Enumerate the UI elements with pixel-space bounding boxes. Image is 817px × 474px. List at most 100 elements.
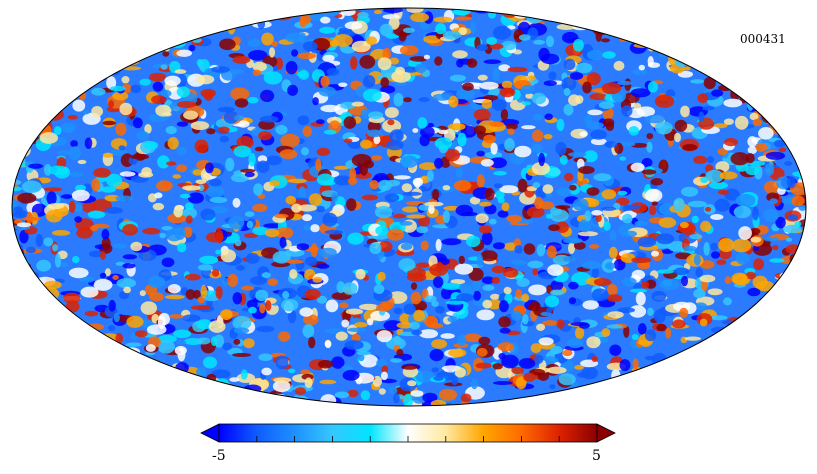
fluctuation-spot <box>410 390 424 397</box>
fluctuation-spot <box>754 380 772 394</box>
fluctuation-spot <box>672 52 684 59</box>
fluctuation-spot <box>222 342 232 351</box>
fluctuation-spot <box>36 384 47 396</box>
fluctuation-spot <box>46 191 57 206</box>
fluctuation-spot <box>634 220 648 227</box>
fluctuation-spot <box>448 95 459 108</box>
fluctuation-spot <box>658 203 675 216</box>
fluctuation-spot <box>785 46 795 59</box>
fluctuation-spot <box>684 336 701 341</box>
fluctuation-spot <box>130 241 143 252</box>
fluctuation-spot <box>331 192 338 202</box>
fluctuation-spot <box>16 222 32 228</box>
fluctuation-spot <box>775 216 786 229</box>
fluctuation-spot <box>723 297 732 306</box>
fluctuation-spot <box>69 341 88 351</box>
fluctuation-spot <box>63 292 81 304</box>
fluctuation-spot <box>617 25 629 36</box>
fluctuation-spot <box>28 27 41 33</box>
fluctuation-spot <box>695 9 704 15</box>
fluctuation-spot <box>127 393 137 398</box>
fluctuation-spot <box>190 305 211 310</box>
fluctuation-spot <box>434 137 453 150</box>
fluctuation-spot <box>434 157 443 169</box>
fluctuation-spot <box>246 220 254 229</box>
fluctuation-spot <box>35 103 52 117</box>
fluctuation-spot <box>787 315 800 320</box>
fluctuation-spot <box>617 190 628 196</box>
fluctuation-spot <box>396 348 404 357</box>
fluctuation-spot <box>285 32 305 43</box>
fluctuation-spot <box>723 118 734 125</box>
fluctuation-spot <box>304 377 313 389</box>
fluctuation-spot <box>507 128 515 135</box>
fluctuation-spot <box>646 133 654 140</box>
fluctuation-spot <box>281 298 299 312</box>
fluctuation-spot <box>366 36 377 46</box>
fluctuation-spot <box>106 76 117 90</box>
fluctuation-spot <box>237 388 246 398</box>
fluctuation-spot <box>347 389 359 398</box>
fluctuation-spot <box>797 247 806 260</box>
fluctuation-spot <box>666 402 682 406</box>
fluctuation-spot <box>730 152 750 166</box>
fluctuation-spot <box>769 198 778 205</box>
fluctuation-spot <box>122 254 138 260</box>
fluctuation-spot <box>215 229 224 244</box>
fluctuation-spot <box>650 178 664 186</box>
fluctuation-spot <box>310 224 320 233</box>
fluctuation-spot <box>647 81 659 93</box>
fluctuation-spot <box>43 71 51 82</box>
fluctuation-spot <box>108 353 116 367</box>
fluctuation-spot <box>442 30 462 40</box>
fluctuation-spot <box>460 393 472 403</box>
fluctuation-spot <box>622 213 633 224</box>
fluctuation-spot <box>351 101 364 107</box>
fluctuation-spot <box>15 28 30 37</box>
fluctuation-spot <box>312 97 319 106</box>
fluctuation-spot <box>755 14 764 27</box>
fluctuation-spot <box>738 226 752 240</box>
fluctuation-spot <box>167 36 187 48</box>
fluctuation-spot <box>342 369 360 381</box>
fluctuation-spot <box>380 371 388 381</box>
fluctuation-spot <box>605 121 615 131</box>
fluctuation-spot <box>630 162 645 172</box>
fluctuation-spot <box>101 236 111 251</box>
fluctuation-spot <box>373 9 383 15</box>
fluctuation-spot <box>184 273 201 281</box>
fluctuation-spot <box>555 392 567 406</box>
fluctuation-spot <box>44 164 52 176</box>
fluctuation-spot <box>441 282 462 290</box>
fluctuation-spot <box>316 147 331 156</box>
fluctuation-spot <box>144 21 158 27</box>
fluctuation-spot <box>674 119 688 132</box>
fluctuation-spot <box>578 391 589 401</box>
fluctuation-spot <box>770 56 781 65</box>
fluctuation-spot <box>26 51 43 59</box>
fluctuation-spot <box>351 153 372 167</box>
fluctuation-spot <box>285 60 298 75</box>
fluctuation-spot <box>340 8 356 16</box>
fluctuation-spot <box>635 291 646 306</box>
fluctuation-spot <box>44 18 54 32</box>
fluctuation-spot <box>542 184 554 194</box>
fluctuation-spot <box>646 141 653 153</box>
fluctuation-spot <box>542 320 559 326</box>
fluctuation-spot <box>755 344 772 353</box>
fluctuation-spot <box>197 184 205 192</box>
fluctuation-spot <box>710 214 724 220</box>
fluctuation-spot <box>581 366 598 380</box>
fluctuation-spot <box>375 225 389 236</box>
fluctuation-spot <box>451 375 459 386</box>
fluctuation-spot <box>139 290 146 297</box>
fluctuation-spot <box>589 93 608 101</box>
fluctuation-spot <box>744 86 752 91</box>
fluctuation-spot <box>699 260 715 269</box>
fluctuation-spot <box>150 8 162 18</box>
fluctuation-spot <box>528 284 547 296</box>
fluctuation-spot <box>717 148 728 156</box>
fluctuation-spot <box>112 243 127 249</box>
fluctuation-spot <box>599 336 609 344</box>
fluctuation-spot <box>555 400 564 406</box>
